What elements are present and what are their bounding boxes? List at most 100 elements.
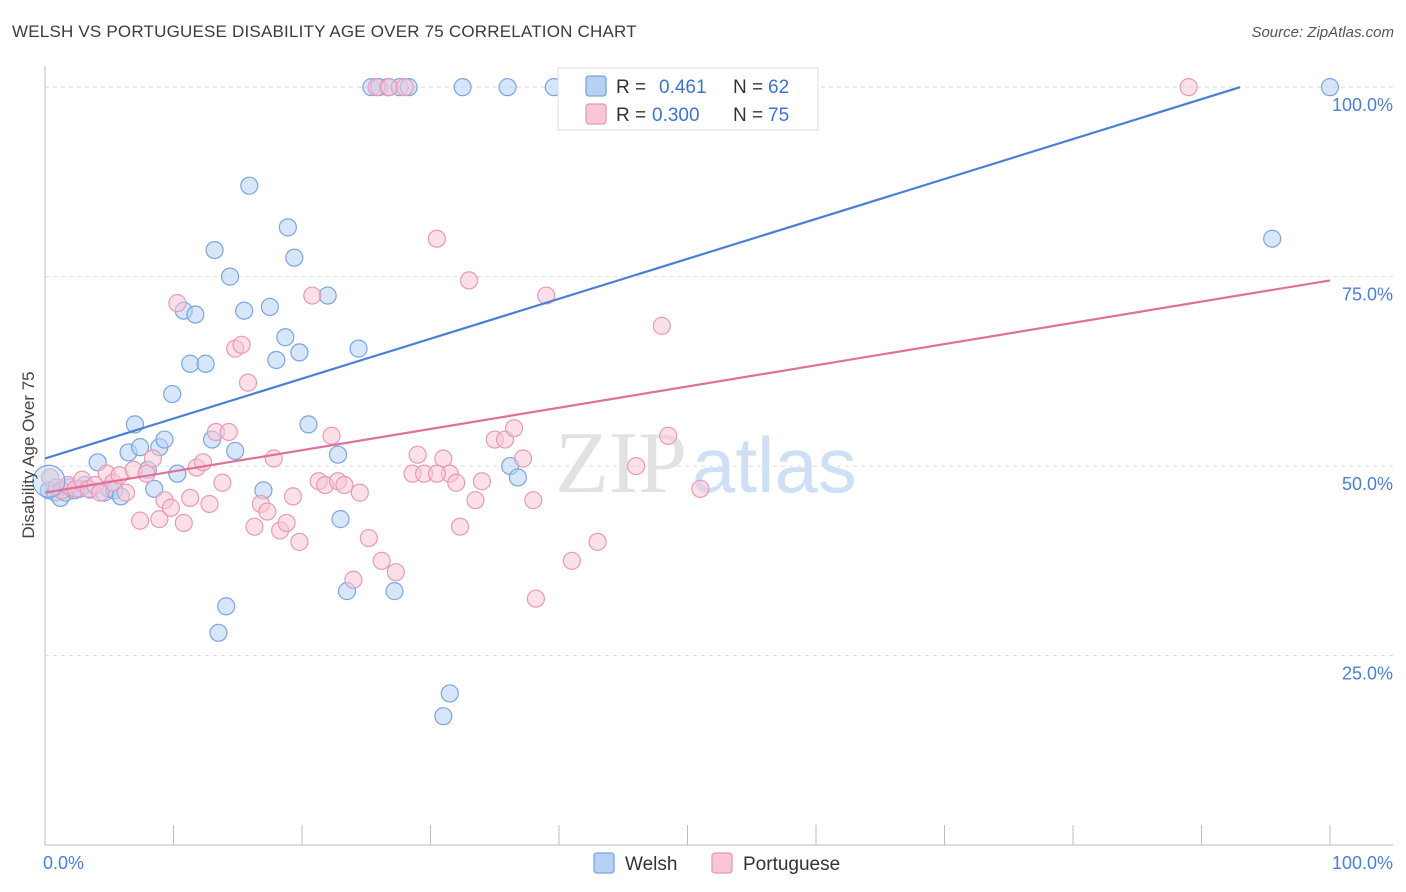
portuguese-point — [238, 373, 258, 392]
legend-portuguese-swatch — [585, 103, 607, 125]
portuguese-point — [181, 488, 200, 508]
portuguese-point — [427, 464, 447, 483]
portuguese-point — [1179, 78, 1198, 97]
portuguese-point — [537, 286, 556, 305]
portuguese-point — [526, 589, 545, 608]
portuguese-point — [427, 229, 447, 248]
welsh-point — [209, 623, 228, 642]
welsh-trend-line — [44, 86, 1241, 460]
portuguese-point — [219, 422, 238, 442]
portuguese-point — [116, 483, 136, 502]
welsh-point — [1320, 78, 1340, 97]
welsh-point — [318, 286, 337, 305]
welsh-point — [285, 248, 304, 267]
portuguese-point — [335, 475, 354, 495]
welsh-point — [299, 415, 318, 434]
tick-labels: 25.0% 50.0% 75.0% 100.0% 0.0% 100.0% — [43, 95, 1393, 873]
legend-portuguese-n-value: 75 — [768, 105, 789, 126]
legend-bottom-welsh-label: Welsh — [625, 854, 677, 875]
portuguese-point — [588, 532, 607, 551]
welsh-point — [1263, 229, 1282, 248]
legend-portuguese-r-label: R = — [616, 105, 646, 126]
y-tick-label: 50.0% — [1342, 474, 1393, 494]
welsh-point — [276, 328, 295, 347]
welsh-point — [434, 707, 453, 726]
grid-lines — [45, 86, 1393, 657]
welsh-point — [328, 445, 348, 464]
welsh-point — [278, 218, 297, 237]
welsh-point — [196, 354, 215, 373]
portuguese-point — [200, 494, 219, 514]
portuguese-point — [562, 551, 581, 570]
portuguese-point — [232, 335, 251, 354]
portuguese-point — [652, 316, 671, 335]
welsh-point — [498, 78, 517, 97]
welsh-point — [217, 597, 236, 616]
legend-welsh-r-label: R = — [616, 77, 646, 98]
portuguese-point — [258, 502, 277, 521]
portuguese-point — [303, 286, 322, 305]
portuguese-trend-line — [44, 279, 1331, 494]
y-axis-label: Disability Age Over 75 — [19, 371, 38, 538]
source-credit: Source: ZipAtlas.com — [1251, 24, 1394, 41]
x-tick-label: 100.0% — [1332, 853, 1393, 873]
y-tick-label: 25.0% — [1342, 664, 1393, 684]
portuguese-point — [472, 472, 491, 491]
welsh-point-large — [32, 464, 66, 498]
welsh-point — [240, 176, 259, 195]
axes — [44, 66, 1393, 846]
portuguese-point — [450, 517, 470, 536]
legend-series: Welsh Portuguese — [593, 852, 840, 875]
legend-portuguese-n-label: N = — [733, 105, 763, 126]
portuguese-point — [459, 271, 479, 290]
welsh-point — [181, 354, 200, 373]
legend-portuguese-r-value: 0.300 — [652, 105, 700, 126]
welsh-point — [453, 78, 472, 97]
watermark-atlas: atlas — [692, 421, 857, 509]
portuguese-point — [408, 445, 427, 464]
legend-welsh-r-value: 0.461 — [659, 77, 707, 98]
welsh-point — [267, 350, 286, 370]
welsh-point — [155, 430, 174, 449]
portuguese-point — [213, 473, 232, 492]
legend-welsh-n-label: N = — [733, 77, 763, 98]
portuguese-point — [513, 449, 533, 468]
portuguese-point — [130, 511, 150, 530]
welsh-point — [440, 684, 459, 703]
portuguese-point — [283, 487, 303, 506]
welsh-point — [508, 468, 527, 487]
portuguese-point — [359, 528, 378, 548]
welsh-point — [220, 267, 240, 286]
portuguese-point — [150, 510, 169, 529]
portuguese-point — [264, 449, 283, 468]
welsh-point — [349, 339, 368, 358]
chart-title: WELSH VS PORTUGUESE DISABILITY AGE OVER … — [12, 22, 637, 41]
portuguese-point — [434, 449, 453, 468]
welsh-point — [205, 240, 224, 260]
portuguese-point — [322, 426, 341, 445]
portuguese-point — [245, 517, 264, 536]
portuguese-point — [174, 513, 193, 533]
welsh-point — [163, 384, 182, 404]
portuguese-point — [524, 491, 543, 510]
portuguese-point — [344, 570, 363, 589]
welsh-point — [260, 297, 279, 317]
x-tick-label: 0.0% — [43, 853, 84, 873]
welsh-point — [130, 438, 150, 457]
welsh-point — [186, 305, 205, 324]
welsh-point — [145, 479, 164, 498]
legend-bottom-portuguese-label: Portuguese — [743, 854, 840, 875]
portuguese-point — [380, 78, 399, 97]
welsh-point — [385, 582, 404, 601]
legend-bottom-portuguese-swatch — [711, 852, 733, 874]
y-tick-label: 100.0% — [1332, 95, 1393, 115]
portuguese-point — [143, 449, 163, 468]
legend-bottom-welsh-swatch — [593, 852, 615, 874]
portuguese-point — [504, 419, 524, 438]
watermark: ZIP atlas — [555, 415, 857, 512]
legend-welsh-n-value: 62 — [768, 77, 789, 98]
portuguese-point — [168, 294, 187, 313]
portuguese-point — [691, 479, 710, 498]
portuguese-point — [659, 426, 678, 445]
